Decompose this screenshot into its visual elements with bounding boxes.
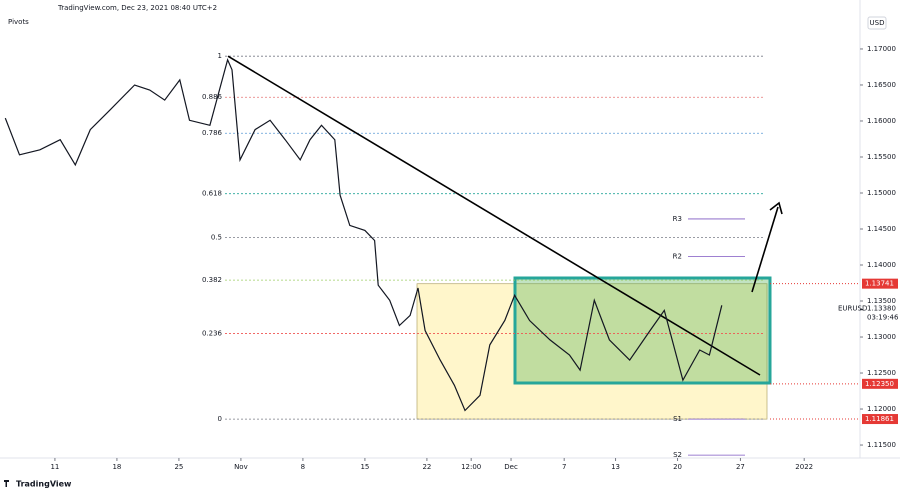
x-tick-label: 27 [736,463,745,471]
fib-label: 0.236 [202,329,223,337]
price-label-box [862,414,898,425]
y-tick-label: 1.16500 [867,81,896,89]
brand-logo [4,480,9,487]
header-info: TradingView.com, Dec 23, 2021 08:40 UTC+… [57,4,217,12]
arrow-shaft [751,206,779,293]
price-label: 1.11861 [865,415,894,423]
x-tick-label: 7 [562,463,566,471]
trendline [227,55,761,376]
y-tick-label: 1.15500 [867,153,896,161]
indicator-name: Pivots [8,18,29,26]
y-tick-label: 1.12500 [867,369,896,377]
y-tick-label: 1.14000 [867,261,896,269]
y-tick-label: 1.13500 [867,297,896,305]
price-label: 1.12350 [865,380,894,388]
fib-label: 1 [218,52,222,60]
x-tick-label: 13 [611,463,620,471]
pivot-label: S2 [673,451,682,459]
price-label: 1.13741 [865,280,894,288]
pivot-label: R3 [673,215,682,223]
brand: TradingView [16,480,72,489]
x-tick-label: 8 [301,463,305,471]
pivot-label: S1 [673,415,682,423]
y-tick-label: 1.14500 [867,225,896,233]
x-tick-label: 25 [174,463,183,471]
y-tick-label: 1.13000 [867,333,896,341]
y-tick-label: 1.11500 [867,441,896,449]
x-tick-label: 11 [50,463,59,471]
fib-label: 0 [218,415,222,423]
fib-label: 0.618 [202,190,222,198]
symbol-label: EURUSD [838,305,867,313]
x-tick-label: 15 [360,463,369,471]
range-box [416,283,768,420]
x-tick-label: 18 [112,463,121,471]
fib-label: 0.382 [202,276,222,284]
price-line [4,58,723,412]
price-label-box [862,378,898,389]
x-tick-label: 22 [422,463,431,471]
fib-label: 0.5 [211,234,222,242]
x-tick-label: 2022 [795,463,813,471]
y-tick-label: 1.12000 [867,405,896,413]
x-tick-label: 12:00 [461,463,481,471]
x-tick-label: 20 [673,463,682,471]
x-tick-label: Nov [234,463,248,471]
pivot-label: R2 [673,252,682,260]
channel-box [513,276,772,385]
last-price: 1.13380 [867,305,896,313]
currency[interactable]: USD [870,19,885,27]
y-tick-label: 1.17000 [867,45,896,53]
y-tick-label: 1.15000 [867,189,896,197]
fib-label: 0.886 [202,93,223,101]
arrow-head [769,201,783,215]
y-tick-label: 1.16000 [867,117,896,125]
countdown: 03:19:46 [867,314,899,322]
currency-box[interactable] [867,16,887,30]
x-tick-label: Dec [504,463,518,471]
price-label-box [862,278,898,289]
fib-label: 0.786 [202,129,223,137]
